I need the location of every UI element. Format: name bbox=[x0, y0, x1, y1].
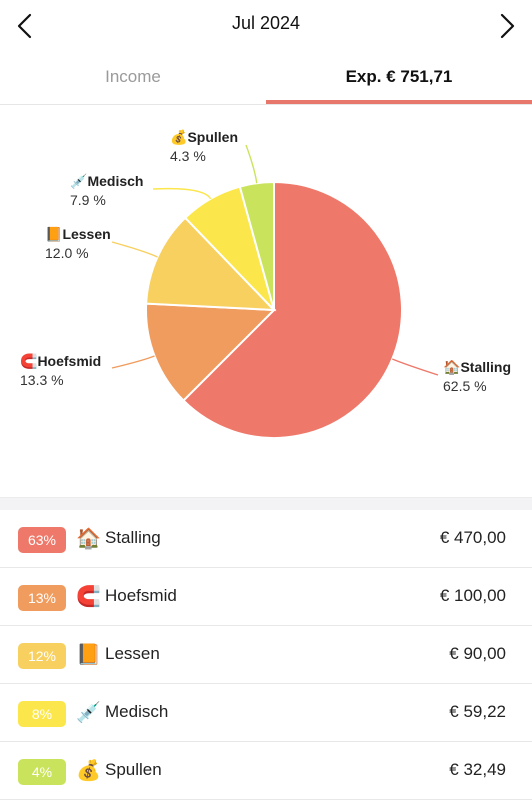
category-amount: € 470,00 bbox=[439, 528, 506, 547]
tab-bar: Income Exp. € 751,71 bbox=[0, 52, 532, 105]
category-icon: 🏠 bbox=[76, 528, 101, 550]
list-item-hoefsmid[interactable]: 13% 🧲 Hoefsmid € 100,00 bbox=[0, 568, 532, 626]
pie-slice-stalling[interactable] bbox=[182, 180, 403, 439]
category-name: Spullen bbox=[105, 760, 162, 779]
leader-line-stalling bbox=[391, 358, 439, 376]
pie-label-name: Hoefsmid bbox=[37, 353, 102, 369]
pie-label-spullen: 💰Spullen 4.3 % bbox=[170, 128, 238, 166]
percent-badge: 8% bbox=[18, 701, 66, 727]
pie-label-percent: 62.5 % bbox=[443, 378, 487, 394]
tab-expenses[interactable]: Exp. € 751,71 bbox=[345, 67, 453, 86]
category-list: 63% 🏠 Stalling € 470,00 13% 🧲 Hoefsmid € 100,00… bbox=[0, 510, 532, 800]
header-bar: Jul 2024 bbox=[0, 0, 532, 52]
category-icon: 🏠 bbox=[443, 359, 461, 375]
category-icon: 💰 bbox=[76, 760, 101, 782]
section-divider bbox=[0, 497, 532, 510]
percent-badge: 13% bbox=[18, 585, 66, 611]
percent-badge: 63% bbox=[18, 527, 66, 553]
percent-badge: 12% bbox=[18, 643, 66, 669]
pie-label-name: Lessen bbox=[62, 226, 111, 242]
list-item-lessen[interactable]: 12% 📙 Lessen € 90,00 bbox=[0, 626, 532, 684]
chevron-right-icon[interactable] bbox=[490, 10, 522, 42]
category-name: Lessen bbox=[105, 644, 160, 663]
leader-line-lessen bbox=[111, 241, 158, 258]
category-icon: 📙 bbox=[76, 644, 101, 666]
pie-label-percent: 12.0 % bbox=[45, 245, 89, 261]
pie-label-hoefsmid: 🧲Hoefsmid 13.3 % bbox=[20, 352, 101, 390]
pie-label-percent: 13.3 % bbox=[20, 372, 64, 388]
chevron-left-icon[interactable] bbox=[10, 10, 42, 42]
pie-label-percent: 7.9 % bbox=[70, 192, 106, 208]
list-item-stalling[interactable]: 63% 🏠 Stalling € 470,00 bbox=[0, 510, 532, 568]
category-icon: 💰 bbox=[170, 129, 188, 145]
list-item-spullen[interactable]: 4% 💰 Spullen € 32,49 bbox=[0, 742, 532, 800]
category-icon: 🧲 bbox=[76, 586, 101, 608]
active-tab-indicator bbox=[266, 100, 532, 104]
tab-income[interactable]: Income bbox=[105, 67, 161, 86]
category-icon: 💉 bbox=[76, 702, 101, 724]
leader-line-medisch bbox=[152, 187, 212, 200]
category-amount: € 32,49 bbox=[449, 760, 506, 779]
pie-chart: 🏠Stalling 62.5 % 🧲Hoefsmid 13.3 % 📙Lessen 12.… bbox=[0, 105, 532, 497]
pie-label-percent: 4.3 % bbox=[170, 148, 206, 164]
pie-label-name: Medisch bbox=[87, 173, 144, 189]
pie-label-medisch: 💉Medisch 7.9 % bbox=[70, 172, 143, 210]
category-icon: 💉 bbox=[70, 173, 88, 189]
pie-label-stalling: 🏠Stalling 62.5 % bbox=[443, 358, 511, 396]
pie-label-lessen: 📙Lessen 12.0 % bbox=[45, 225, 111, 263]
pie-label-name: Spullen bbox=[187, 129, 238, 145]
list-item-medisch[interactable]: 8% 💉 Medisch € 59,22 bbox=[0, 684, 532, 742]
leader-line-spullen bbox=[245, 144, 258, 184]
category-icon: 📙 bbox=[45, 226, 63, 242]
leader-line-hoefsmid bbox=[111, 355, 155, 369]
category-amount: € 59,22 bbox=[449, 702, 506, 721]
category-name: Medisch bbox=[105, 702, 169, 721]
category-name: Hoefsmid bbox=[105, 586, 177, 605]
percent-badge: 4% bbox=[18, 759, 66, 785]
pie-slice-spullen[interactable] bbox=[238, 180, 275, 311]
pie-label-name: Stalling bbox=[460, 359, 511, 375]
category-amount: € 90,00 bbox=[449, 644, 506, 663]
month-title: Jul 2024 bbox=[231, 13, 301, 33]
category-icon: 🧲 bbox=[20, 353, 38, 369]
pie-chart-svg bbox=[111, 144, 439, 439]
category-name: Stalling bbox=[105, 528, 161, 547]
pie-slice-lessen[interactable] bbox=[145, 216, 277, 312]
category-amount: € 100,00 bbox=[439, 586, 506, 605]
